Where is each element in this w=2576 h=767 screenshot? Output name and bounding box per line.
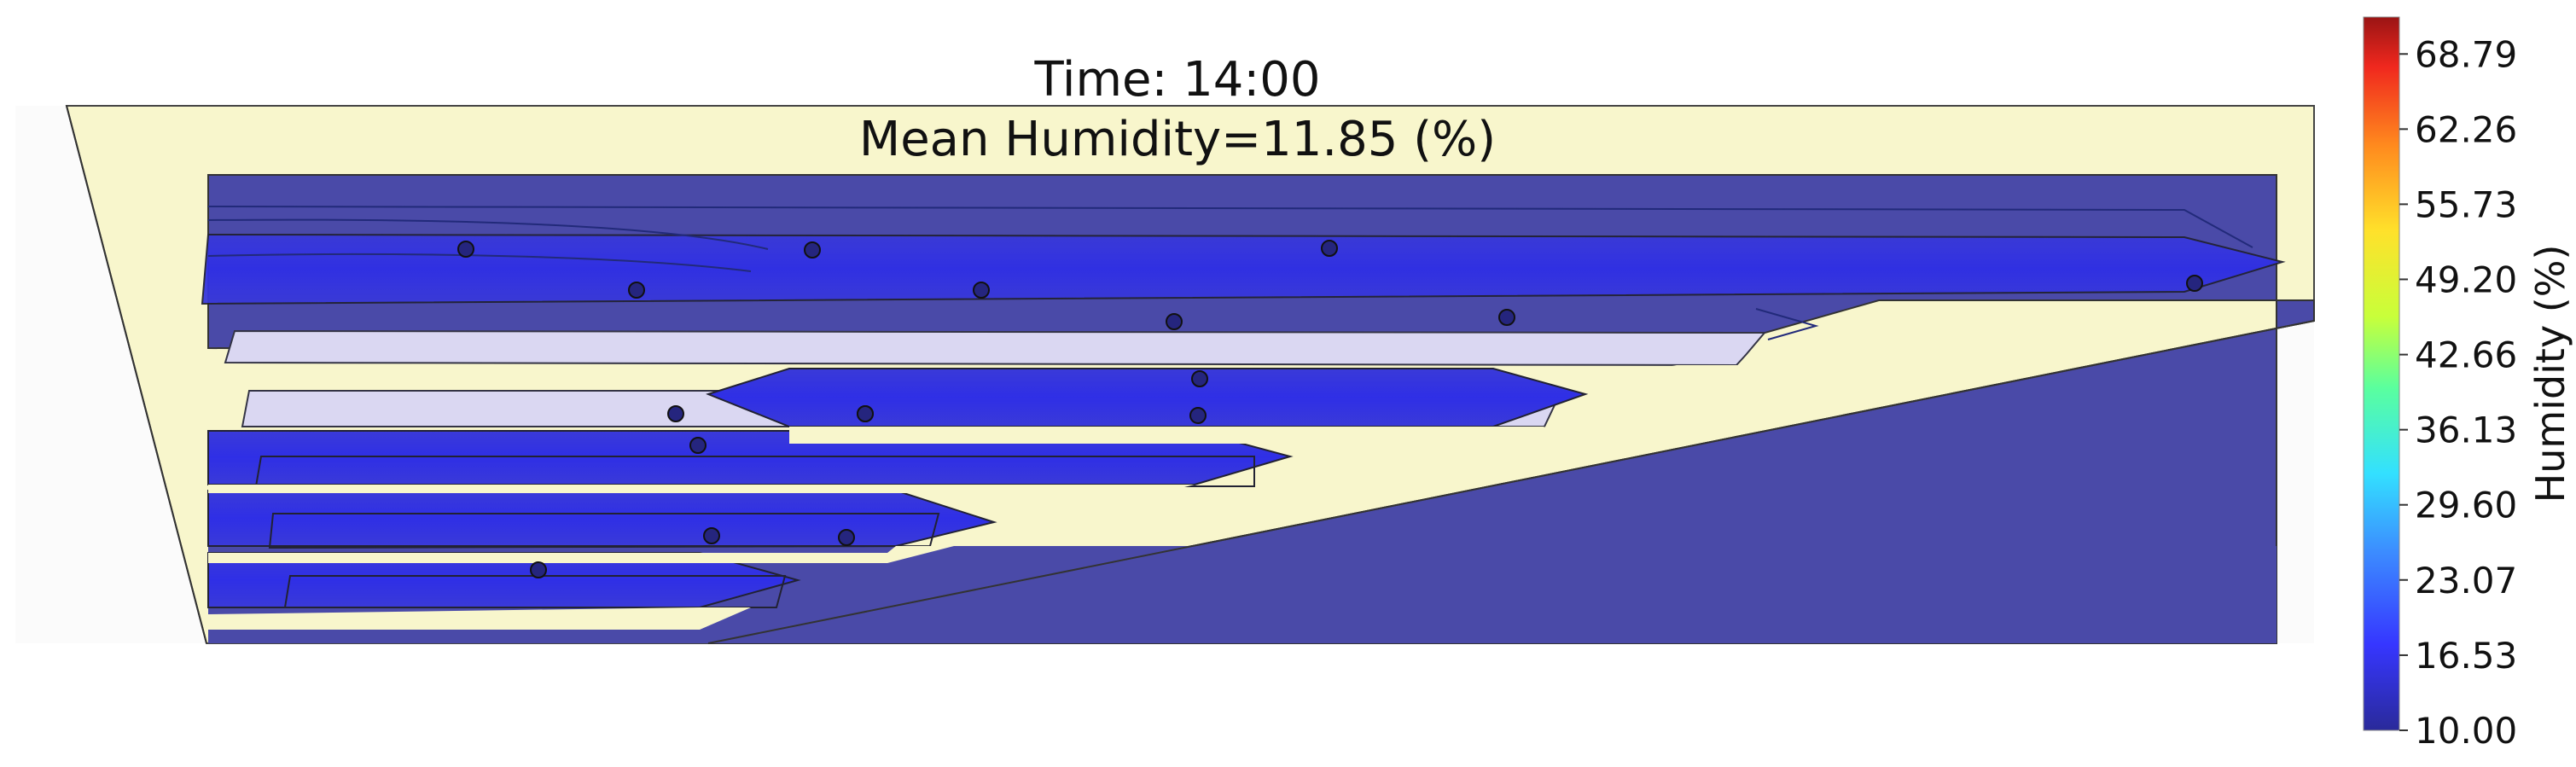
sensor-marker <box>667 405 684 422</box>
boundary-diagonal <box>707 320 2315 644</box>
contour-line-4 <box>1755 308 1819 340</box>
sensor-marker <box>1191 370 1208 387</box>
colorbar-label: Humidity (%) <box>2527 245 2573 503</box>
colorbar-tick-label: 10.00 <box>2415 710 2517 752</box>
colorbar-tick-label: 49.20 <box>2415 259 2517 300</box>
contour-line-3 <box>207 253 752 272</box>
sensor-marker <box>628 282 645 299</box>
sensor-marker <box>689 437 707 454</box>
colorbar-tick-label: 29.60 <box>2415 485 2517 526</box>
sensor-markers <box>457 240 2203 578</box>
colorbar-ticks: 10.00 16.53 23.07 29.60 36.13 42.66 49.20 55.73… <box>2399 33 2517 752</box>
colorbar-tick-label: 62.26 <box>2415 108 2517 150</box>
colorbar-tick-label: 68.79 <box>2415 33 2517 75</box>
colorbar-tick-label: 23.07 <box>2415 560 2517 601</box>
chart-subtitle: Mean Humidity=11.85 (%) <box>859 112 1496 167</box>
strip-cream-5 <box>1585 365 1745 382</box>
colorbar-tick-label: 42.66 <box>2415 334 2517 376</box>
strip-cream-1 <box>208 485 1195 493</box>
strip-cream-3 <box>208 607 751 630</box>
row-blue-1-inner <box>254 456 1255 487</box>
colorbar-tick-label: 36.13 <box>2415 410 2517 451</box>
sensor-marker <box>703 527 720 544</box>
contour-line-2 <box>207 218 769 250</box>
row-light-1 <box>224 329 1767 367</box>
channel-top <box>201 233 2286 305</box>
colorbar-gradient <box>2363 16 2400 731</box>
sensor-marker <box>1189 407 1207 424</box>
row-blue-3-inner <box>283 575 787 608</box>
strip-cream-4 <box>789 427 1546 444</box>
channel-right <box>706 368 1589 427</box>
chart-title: Time: 14:00 <box>1033 52 1320 107</box>
plot-area <box>15 105 2315 644</box>
colorbar-tick-label: 55.73 <box>2415 183 2517 225</box>
sensor-marker <box>857 405 874 422</box>
sensor-marker <box>1321 240 1338 257</box>
sensor-marker <box>838 529 855 546</box>
sensor-marker <box>973 282 990 299</box>
sensor-marker <box>804 241 821 259</box>
sensor-marker <box>457 241 474 258</box>
sensor-marker <box>1166 313 1183 330</box>
sensor-marker <box>2186 275 2203 292</box>
row-blue-2 <box>207 490 997 547</box>
sensor-marker <box>1498 309 1515 326</box>
colorbar-tick-label: 16.53 <box>2415 635 2517 677</box>
contour-line-1 <box>207 206 2253 248</box>
sensor-marker <box>530 561 547 578</box>
strip-cream-2 <box>208 546 954 563</box>
colorbar: 10.00 16.53 23.07 29.60 36.13 42.66 49.20 55.73… <box>2363 16 2573 752</box>
boundary-left <box>66 105 207 644</box>
